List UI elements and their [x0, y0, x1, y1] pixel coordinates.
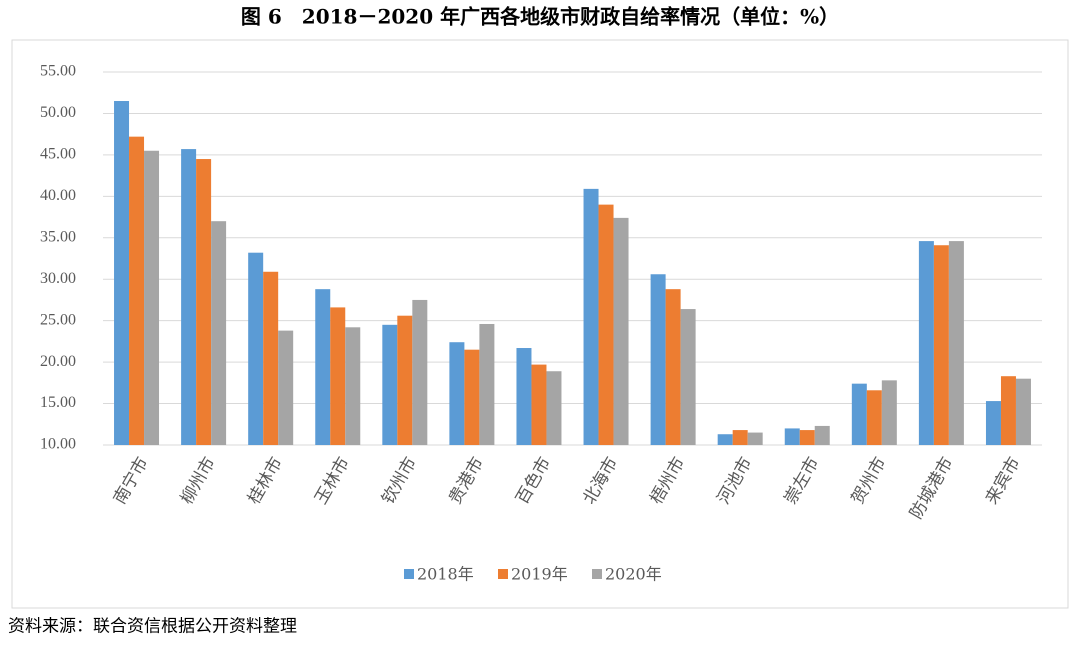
legend-swatch	[592, 569, 602, 579]
x-tick-label: 南宁市	[110, 454, 153, 508]
x-tick-label: 钦州市	[378, 454, 421, 508]
x-tick-label: 百色市	[512, 454, 555, 508]
bar	[479, 323, 495, 445]
x-tick-label: 崇左市	[781, 454, 824, 508]
bar	[1015, 378, 1031, 445]
bar	[211, 221, 227, 445]
bar	[598, 204, 614, 445]
bar	[330, 307, 346, 445]
legend-label: 2020年	[605, 565, 662, 584]
bar	[114, 101, 130, 445]
bar	[181, 149, 197, 445]
bar	[345, 327, 361, 445]
bar	[613, 217, 629, 445]
bar	[144, 150, 160, 445]
x-tick-label: 柳州市	[177, 454, 220, 508]
bar	[717, 434, 733, 445]
bar	[531, 364, 547, 445]
y-tick-label: 50.00	[40, 104, 76, 121]
chart-title: 图 6 2018－2020 年广西各地级市财政自给率情况（单位：%）	[241, 5, 839, 29]
y-tick-label: 15.00	[40, 394, 76, 411]
x-tick-label: 防城港市	[906, 454, 957, 523]
bar	[196, 159, 212, 446]
bar	[382, 324, 398, 445]
bar	[248, 252, 264, 445]
x-tick-label: 贺州市	[848, 454, 891, 508]
x-tick-label: 来宾市	[982, 454, 1025, 508]
bar	[665, 289, 681, 445]
x-tick-label: 梧州市	[647, 454, 690, 508]
bar	[918, 241, 934, 445]
y-tick-label: 20.00	[40, 353, 76, 370]
bar	[747, 432, 763, 445]
bar	[799, 430, 815, 445]
x-tick-label: 北海市	[579, 454, 622, 508]
bar	[985, 401, 1001, 445]
bar	[449, 342, 465, 445]
bar	[516, 348, 532, 445]
bar	[650, 274, 666, 445]
bar	[1000, 376, 1016, 445]
y-tick-label: 10.00	[40, 436, 76, 453]
legend-swatch	[404, 569, 414, 579]
legend-label: 2018年	[417, 565, 474, 584]
bar	[315, 289, 331, 445]
bar	[933, 245, 949, 445]
source-note: 资料来源：联合资信根据公开资料整理	[8, 617, 297, 637]
bar	[464, 349, 480, 445]
bar	[397, 315, 413, 445]
legend-label: 2019年	[511, 565, 568, 584]
chart-frame	[11, 39, 1069, 609]
bar	[732, 430, 748, 445]
y-tick-label: 25.00	[40, 311, 76, 328]
x-tick-label: 贵港市	[445, 454, 488, 508]
bar	[278, 330, 294, 445]
y-tick-label: 55.00	[40, 63, 76, 80]
y-tick-label: 40.00	[40, 187, 76, 204]
bar	[129, 136, 145, 446]
bar	[814, 425, 830, 445]
bar	[851, 383, 867, 445]
bar	[583, 188, 599, 445]
bar	[881, 380, 897, 445]
y-tick-label: 45.00	[40, 146, 76, 163]
bar	[412, 299, 428, 445]
legend-swatch	[498, 569, 508, 579]
x-tick-label: 桂林市	[244, 454, 287, 508]
bar	[263, 271, 279, 445]
y-tick-label: 35.00	[40, 228, 76, 245]
x-tick-label: 河池市	[714, 454, 757, 508]
bar	[546, 371, 562, 445]
bar	[866, 390, 882, 445]
bar	[784, 428, 800, 445]
y-tick-label: 30.00	[40, 270, 76, 287]
bar	[948, 241, 964, 445]
x-tick-label: 玉林市	[311, 454, 354, 508]
bar	[680, 309, 696, 445]
